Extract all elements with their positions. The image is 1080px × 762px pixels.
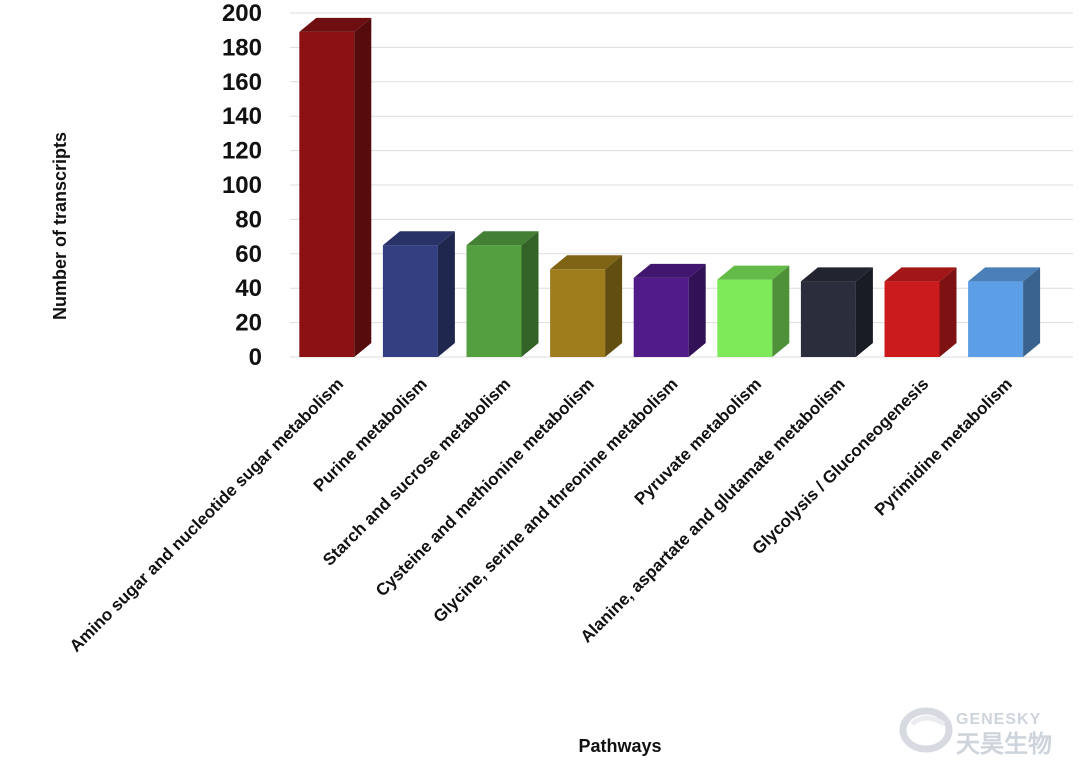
- watermark-chinese: 天昊生物: [956, 731, 1052, 758]
- bar-top: [717, 265, 790, 280]
- bar-front: [968, 281, 1024, 357]
- watermark-swirl-icon: [899, 707, 953, 753]
- x-tick-label: Pyrimidine metabolism: [871, 374, 1016, 519]
- bar: [382, 231, 455, 357]
- watermark-logo: GENESKY 天昊生物: [899, 707, 1052, 758]
- bar-top: [800, 267, 873, 282]
- x-tick-label: Starch and sucrose metabolism: [319, 374, 514, 569]
- bar-front: [717, 279, 773, 357]
- bar-front: [884, 281, 940, 357]
- bar: [299, 17, 372, 357]
- bar-side: [437, 231, 455, 357]
- y-tick-label: 140: [222, 103, 262, 130]
- y-tick-label: 200: [222, 0, 262, 27]
- bar-top: [633, 263, 706, 278]
- bar-front: [299, 31, 355, 357]
- y-tick-label: 40: [235, 275, 262, 302]
- bar-side: [605, 255, 623, 357]
- bar-top: [550, 255, 623, 270]
- x-axis-tick-labels: Amino sugar and nucleotide sugar metabol…: [66, 374, 1016, 655]
- y-tick-label: 160: [222, 69, 262, 96]
- bar-side: [354, 17, 372, 357]
- watermark-latin: GENESKY: [956, 711, 1041, 728]
- bar-front: [466, 245, 522, 357]
- bar-front: [382, 245, 438, 357]
- bar: [717, 265, 790, 357]
- bar: [633, 263, 706, 357]
- y-tick-label: 80: [235, 206, 262, 233]
- bar: [884, 267, 957, 357]
- bar-side: [772, 265, 790, 357]
- y-tick-label: 100: [222, 172, 262, 199]
- bar-top: [466, 231, 539, 246]
- y-tick-label: 0: [249, 344, 262, 371]
- y-tick-label: 180: [222, 34, 262, 61]
- bar: [550, 255, 623, 357]
- bar-top: [884, 267, 957, 282]
- bars: [299, 17, 1041, 357]
- y-axis-title: Number of transcripts: [50, 132, 70, 320]
- bar-front: [550, 269, 606, 357]
- bar: [800, 267, 873, 357]
- y-axis-ticks: 0 20 40 60 80 100 120 140 160 180 200: [222, 0, 262, 371]
- bar-top: [299, 17, 372, 32]
- bar-side: [521, 231, 539, 357]
- bar-front: [633, 277, 689, 357]
- bar-side: [688, 263, 706, 357]
- bar-side: [1023, 267, 1041, 357]
- bar: [968, 267, 1041, 357]
- x-tick-label: Amino sugar and nucleotide sugar metabol…: [66, 374, 347, 655]
- x-tick-label: Glycolysis / Gluconeogenesis: [749, 374, 933, 558]
- y-tick-label: 20: [235, 310, 262, 337]
- bar-top: [382, 231, 455, 246]
- bar-top: [968, 267, 1041, 282]
- bar-front: [800, 281, 856, 357]
- bar-side: [939, 267, 957, 357]
- bar-side: [855, 267, 873, 357]
- y-tick-label: 60: [235, 241, 262, 268]
- x-axis-title: Pathways: [578, 736, 661, 756]
- y-tick-label: 120: [222, 138, 262, 165]
- bar: [466, 231, 539, 357]
